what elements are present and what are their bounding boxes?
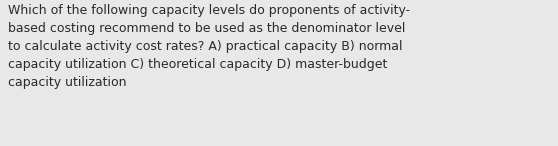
Text: Which of the following capacity levels do proponents of activity-
based costing : Which of the following capacity levels d…: [8, 4, 411, 89]
